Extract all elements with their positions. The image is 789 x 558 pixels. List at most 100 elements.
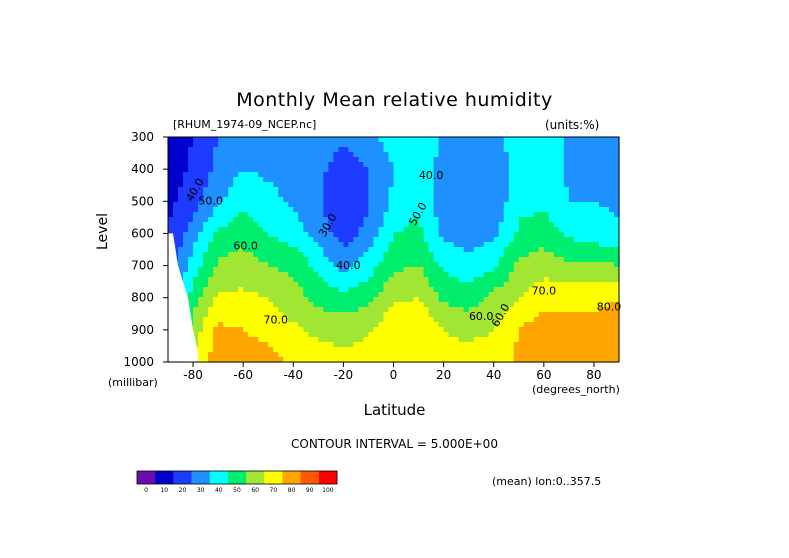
heatmap-cell — [408, 312, 415, 318]
heatmap-cell — [428, 357, 435, 363]
heatmap-cell — [553, 167, 560, 173]
heatmap-cell — [333, 272, 339, 278]
heatmap-cell — [413, 327, 420, 333]
heatmap-cell — [343, 287, 349, 293]
heatmap-cell — [358, 332, 365, 338]
heatmap-cell — [258, 277, 264, 283]
heatmap-cell — [338, 157, 344, 163]
heatmap-cell — [213, 287, 219, 293]
heatmap-cell — [458, 217, 465, 223]
heatmap-cell — [368, 337, 375, 343]
heatmap-cell — [263, 317, 269, 323]
heatmap-cell — [203, 167, 209, 173]
heatmap-cell — [598, 347, 605, 353]
heatmap-cell — [443, 267, 450, 273]
heatmap-cell — [523, 172, 530, 178]
heatmap-cell — [348, 312, 355, 318]
heatmap-cell — [513, 247, 520, 253]
heatmap-cell — [208, 267, 214, 273]
heatmap-cell — [328, 352, 334, 358]
heatmap-cell — [603, 147, 610, 153]
heatmap-cell — [543, 262, 550, 268]
heatmap-cell — [358, 167, 365, 173]
heatmap-cell — [413, 187, 420, 193]
heatmap-cell — [253, 197, 259, 203]
heatmap-cell — [368, 247, 375, 253]
heatmap-cell — [573, 317, 580, 323]
heatmap-cell — [293, 237, 299, 243]
heatmap-cell — [208, 222, 214, 228]
heatmap-cell — [298, 312, 304, 318]
heatmap-cell — [413, 307, 420, 313]
heatmap-cell — [573, 257, 580, 263]
heatmap-cell — [608, 337, 615, 343]
heatmap-cell — [288, 147, 294, 153]
heatmap-cell — [223, 187, 229, 193]
heatmap-cell — [468, 242, 475, 248]
heatmap-cell — [568, 337, 575, 343]
heatmap-cell — [283, 262, 289, 268]
heatmap-cell — [368, 157, 375, 163]
heatmap-cell — [528, 337, 535, 343]
heatmap-cell — [173, 162, 179, 168]
heatmap-cell — [373, 257, 380, 263]
heatmap-cell — [348, 152, 355, 158]
heatmap-cell — [203, 342, 209, 348]
heatmap-cell — [488, 287, 495, 293]
heatmap-cell — [248, 197, 254, 203]
heatmap-cell — [308, 357, 314, 363]
heatmap-cell — [493, 232, 500, 238]
heatmap-cell — [458, 232, 465, 238]
heatmap-cell — [613, 327, 620, 333]
heatmap-cell — [568, 137, 575, 143]
heatmap-cell — [253, 207, 259, 213]
heatmap-cell — [368, 182, 375, 188]
heatmap-cell — [408, 227, 415, 233]
heatmap-cell — [553, 262, 560, 268]
heatmap-cell — [478, 212, 485, 218]
heatmap-cell — [463, 352, 470, 358]
heatmap-cell — [253, 212, 259, 218]
heatmap-cell — [608, 347, 615, 353]
heatmap-cell — [428, 252, 435, 258]
heatmap-cell — [343, 267, 349, 273]
heatmap-cell — [408, 147, 415, 153]
heatmap-cell — [173, 177, 179, 183]
heatmap-cell — [283, 172, 289, 178]
heatmap-cell — [443, 142, 450, 148]
heatmap-cell — [303, 137, 309, 143]
heatmap-cell — [563, 152, 570, 158]
heatmap-cell — [588, 222, 595, 228]
heatmap-cell — [503, 197, 510, 203]
heatmap-cell — [598, 252, 605, 258]
heatmap-cell — [323, 312, 329, 318]
heatmap-cell — [278, 197, 284, 203]
heatmap-cell — [583, 267, 590, 273]
heatmap-cell — [448, 282, 455, 288]
heatmap-cell — [398, 142, 405, 148]
heatmap-cell — [178, 192, 184, 198]
heatmap-cell — [398, 167, 405, 173]
heatmap-cell — [203, 187, 209, 193]
heatmap-cell — [248, 292, 254, 298]
heatmap-cell — [498, 202, 505, 208]
heatmap-cell — [583, 292, 590, 298]
mean-label: (mean) lon:0..357.5 — [492, 475, 602, 488]
heatmap-cell — [208, 152, 214, 158]
heatmap-cell — [358, 357, 365, 363]
heatmap-cell — [263, 292, 269, 298]
heatmap-cell — [388, 337, 395, 343]
heatmap-cell — [298, 307, 304, 313]
heatmap-cell — [283, 162, 289, 168]
heatmap-cell — [268, 352, 274, 358]
heatmap-cell — [498, 192, 505, 198]
heatmap-cell — [483, 337, 490, 343]
heatmap-cell — [508, 177, 515, 183]
heatmap-cell — [418, 162, 425, 168]
heatmap-cell — [188, 277, 194, 283]
heatmap-cell — [468, 142, 475, 148]
heatmap-cell — [583, 237, 590, 243]
heatmap-cell — [408, 327, 415, 333]
heatmap-cell — [343, 207, 349, 213]
heatmap-cell — [358, 177, 365, 183]
